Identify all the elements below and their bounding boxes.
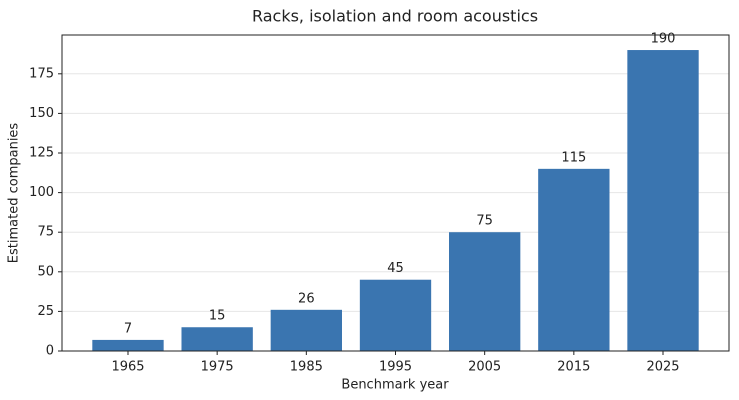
y-axis-label: Estimated companies bbox=[7, 123, 22, 264]
y-tick-label: 0 bbox=[46, 344, 54, 359]
y-tick-label: 125 bbox=[29, 146, 54, 161]
value-label: 115 bbox=[561, 150, 586, 165]
y-tick-label: 75 bbox=[37, 225, 54, 240]
x-tick-label: 2025 bbox=[646, 360, 679, 375]
x-tick-label: 1985 bbox=[290, 360, 323, 375]
value-label: 15 bbox=[209, 309, 226, 324]
value-label: 45 bbox=[387, 261, 404, 276]
bar bbox=[92, 339, 164, 351]
chart-title: Racks, isolation and room acoustics bbox=[252, 7, 538, 26]
bar bbox=[359, 279, 432, 351]
value-label: 7 bbox=[124, 321, 132, 336]
value-label: 75 bbox=[476, 214, 493, 229]
plot-frame bbox=[61, 34, 730, 352]
y-tick-label: 50 bbox=[37, 264, 54, 279]
y-tick-label: 150 bbox=[29, 106, 54, 121]
x-tick-label: 1965 bbox=[111, 360, 144, 375]
y-tick-label: 100 bbox=[29, 185, 54, 200]
x-tick-label: 2015 bbox=[557, 360, 590, 375]
bar bbox=[181, 327, 253, 351]
value-label: 26 bbox=[298, 291, 315, 306]
bar bbox=[449, 232, 521, 351]
value-label: 190 bbox=[651, 32, 676, 47]
x-tick-label: 1995 bbox=[379, 360, 412, 375]
y-tick-label: 175 bbox=[29, 66, 54, 81]
x-tick-label: 2005 bbox=[468, 360, 501, 375]
y-tick-label: 25 bbox=[37, 304, 54, 319]
bar bbox=[538, 168, 610, 351]
x-tick-label: 1975 bbox=[201, 360, 234, 375]
x-axis-label: Benchmark year bbox=[341, 378, 449, 393]
bar bbox=[270, 309, 342, 351]
bar bbox=[627, 50, 699, 352]
